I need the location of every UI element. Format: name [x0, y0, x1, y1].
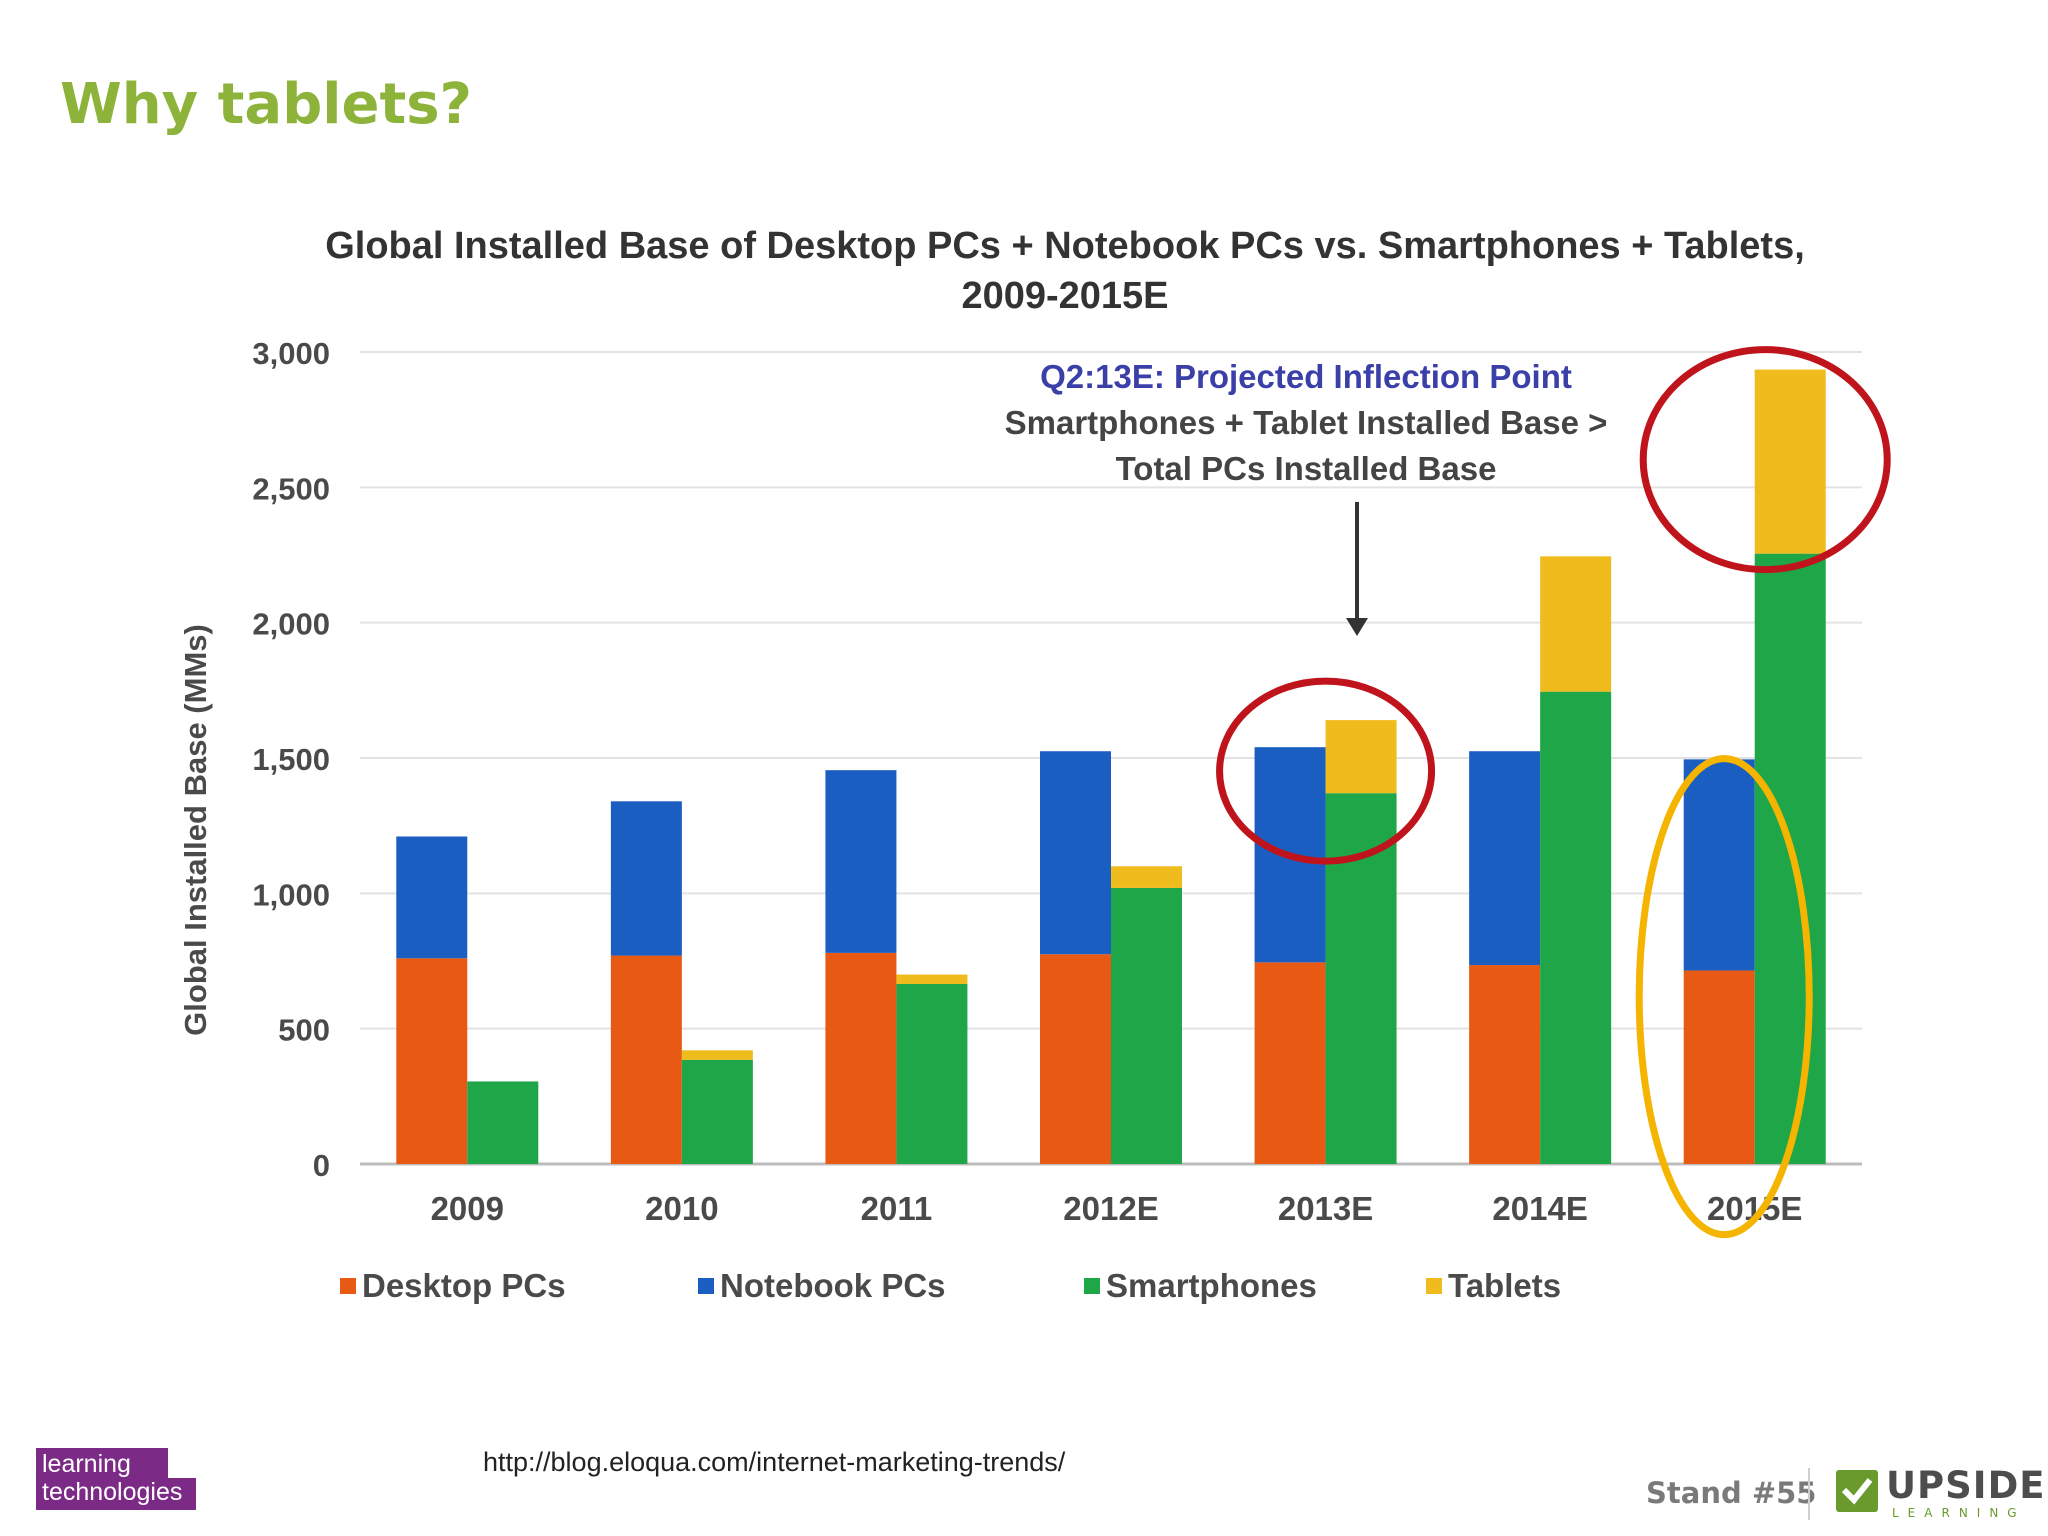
x-tick-label: 2011 — [861, 1190, 933, 1227]
slide-title: Why tablets? — [60, 72, 473, 137]
y-tick-label: 500 — [278, 1013, 330, 1048]
y-axis-label: Global Installed Base (MMs) — [178, 624, 213, 1036]
bar-desktop-pcs — [1683, 970, 1755, 1164]
footer-divider — [1808, 1468, 1810, 1520]
legend-item: Notebook PCs — [698, 1267, 946, 1304]
legend-item: Tablets — [1426, 1267, 1561, 1304]
bar-notebook-pcs — [1683, 759, 1755, 971]
bar-tablets — [1325, 720, 1397, 794]
highlight-circle — [1639, 346, 1891, 574]
chart-title: Global Installed Base of Desktop PCs + N… — [325, 225, 1805, 267]
x-tick-label: 2013E — [1278, 1190, 1373, 1227]
stacked-bar-chart: Global Installed Base of Desktop PCs + N… — [178, 225, 1891, 1304]
stand-number: Stand #55 — [1646, 1476, 1817, 1510]
annotation-arrow-head — [1346, 618, 1368, 636]
legend: Desktop PCs Notebook PCs Smartphones Tablet… — [340, 1267, 1561, 1304]
bar-smartphones — [1111, 887, 1182, 1164]
y-tick-label: 1,500 — [252, 742, 330, 777]
bar-tablets — [1111, 866, 1182, 888]
bar-desktop-pcs — [396, 958, 468, 1164]
y-tick-label: 2,500 — [252, 471, 330, 506]
legend-label: Desktop PCs — [362, 1267, 566, 1304]
bar-notebook-pcs — [825, 770, 897, 953]
bar-desktop-pcs — [1040, 954, 1111, 1164]
legend-item: Desktop PCs — [340, 1267, 566, 1304]
annotation-line2: Smartphones + Tablet Installed Base > — [1005, 404, 1608, 441]
upside-wordmark: UPSIDE — [1886, 1464, 2046, 1507]
bar-desktop-pcs — [1254, 962, 1326, 1164]
bar-desktop-pcs — [1469, 965, 1541, 1164]
upside-subtext: LEARNING — [1892, 1506, 2026, 1520]
bar-smartphones — [896, 984, 968, 1164]
logo-text-line1: learning — [42, 1450, 131, 1478]
learning-technologies-logo: learning technologies — [36, 1448, 232, 1510]
x-tick-label: 2009 — [431, 1190, 504, 1227]
annotation-headline: Q2:13E: Projected Inflection Point — [1040, 358, 1572, 395]
bar-notebook-pcs — [396, 836, 468, 959]
legend-label: Smartphones — [1106, 1267, 1317, 1304]
bar-smartphones — [681, 1059, 753, 1164]
y-tick-label: 1,000 — [252, 877, 330, 912]
upside-learning-logo: UPSIDE LEARNING — [1836, 1464, 2045, 1524]
inflection-annotation: Q2:13E: Projected Inflection Point Smart… — [1005, 358, 1608, 636]
highlight-circles — [1216, 346, 1891, 1239]
bar-tablets — [681, 1050, 753, 1060]
legend-swatch — [1084, 1278, 1100, 1294]
chart-title-line2: 2009-2015E — [961, 275, 1168, 317]
bar-notebook-pcs — [1469, 751, 1541, 966]
annotation-line3: Total PCs Installed Base — [1116, 450, 1497, 487]
y-tick-label: 3,000 — [252, 336, 330, 371]
x-tick-label: 2014E — [1492, 1190, 1587, 1227]
bar-tablets — [1754, 369, 1826, 554]
x-axis-ticks: 2009 2010 2011 2012E 2013E 2014E 2015E — [431, 1190, 1803, 1227]
bars — [396, 369, 1826, 1164]
y-axis-ticks: 0 500 1,000 1,500 2,000 2,500 3,000 — [252, 336, 330, 1183]
highlight-circle — [1216, 677, 1436, 865]
bar-desktop-pcs — [610, 955, 682, 1164]
bar-tablets — [896, 974, 968, 985]
bar-notebook-pcs — [1040, 751, 1111, 955]
legend-label: Tablets — [1448, 1267, 1561, 1304]
y-tick-label: 0 — [313, 1148, 330, 1183]
x-tick-label: 2010 — [645, 1190, 718, 1227]
bar-smartphones — [1540, 691, 1612, 1164]
bar-desktop-pcs — [825, 952, 897, 1164]
legend-swatch — [340, 1278, 356, 1294]
upside-check-icon — [1836, 1470, 1878, 1512]
y-tick-label: 2,000 — [252, 607, 330, 642]
legend-label: Notebook PCs — [720, 1267, 946, 1304]
legend-swatch — [1426, 1278, 1442, 1294]
x-tick-label: 2012E — [1063, 1190, 1158, 1227]
highlight-circle — [1635, 755, 1813, 1239]
legend-item: Smartphones — [1084, 1267, 1317, 1304]
source-link[interactable]: http://blog.eloqua.com/internet-marketin… — [483, 1447, 1066, 1477]
bar-tablets — [1540, 556, 1612, 692]
bar-notebook-pcs — [610, 801, 682, 956]
bar-smartphones — [467, 1081, 539, 1164]
logo-text-line2: technologies — [42, 1478, 183, 1506]
legend-swatch — [698, 1278, 714, 1294]
